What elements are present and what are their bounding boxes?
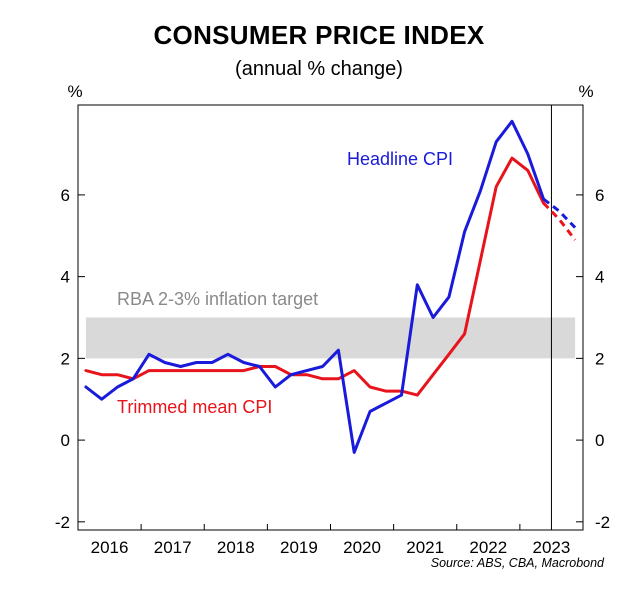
headline-cpi-line [84, 119, 545, 454]
x-tick-label: 2023 [533, 538, 571, 557]
chart-title: CONSUMER PRICE INDEX [153, 20, 485, 50]
y-axis-unit-left: % [67, 82, 82, 101]
trimmed-mean-cpi-label: Trimmed mean CPI [117, 397, 272, 417]
y-tick-label-right: 4 [595, 268, 604, 287]
y-tick-label-right: 6 [595, 186, 604, 205]
y-tick-label-left: 6 [61, 186, 70, 205]
headline-cpi-label: Headline CPI [347, 149, 453, 169]
x-tick-label: 2021 [406, 538, 444, 557]
target-band-label: RBA 2-3% inflation target [117, 289, 318, 309]
chart-subtitle: (annual % change) [235, 58, 403, 80]
x-tick-label: 2017 [154, 538, 192, 557]
x-tick-label: 2020 [343, 538, 381, 557]
x-tick-label: 2016 [91, 538, 129, 557]
y-axis-unit-right: % [578, 82, 593, 101]
trimmed-mean-cpi-line [84, 156, 545, 397]
target-band [85, 317, 576, 359]
y-tick-label-right: 2 [595, 349, 604, 368]
source-note: Source: ABS, CBA, Macrobond [430, 556, 604, 570]
x-tick-label: 2022 [469, 538, 507, 557]
x-tick-label: 2019 [280, 538, 318, 557]
y-tick-label-right: -2 [595, 513, 610, 532]
y-tick-label-left: 0 [61, 431, 70, 450]
y-tick-label-left: 4 [61, 268, 70, 287]
trimmed-mean-cpi-forecast-line [542, 202, 577, 241]
y-tick-label-left: -2 [55, 513, 70, 532]
y-tick-label-right: 0 [595, 431, 604, 450]
x-tick-label: 2018 [217, 538, 255, 557]
y-tick-label-left: 2 [61, 349, 70, 368]
headline-cpi-forecast-line [542, 197, 577, 229]
